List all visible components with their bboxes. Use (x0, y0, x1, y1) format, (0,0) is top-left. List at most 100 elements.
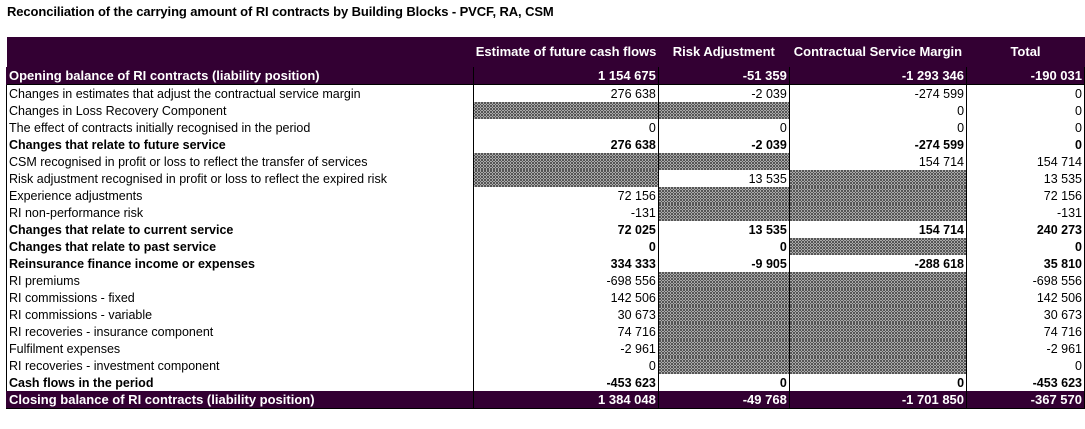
table-row: Risk adjustment recognised in profit or … (5, 170, 1085, 187)
cell-csm: 0 (789, 374, 968, 391)
closing-balance-row: Closing balance of RI contracts (liabili… (5, 391, 1085, 409)
row-label: Changes in Loss Recovery Component (5, 102, 475, 119)
cell-total: -367 570 (966, 391, 1085, 409)
row-label: Opening balance of RI contracts (liabili… (5, 67, 475, 85)
subtotal-row: Changes that relate to past service 0 0 … (5, 238, 1085, 255)
cell-csm-na (789, 238, 968, 255)
table-row: Changes in Loss Recovery Component 0 0 (5, 102, 1085, 119)
table-row: RI commissions - variable 30 673 30 673 (5, 306, 1085, 323)
report-title: Reconciliation of the carrying amount of… (7, 4, 554, 19)
cell-pvcf: 30 673 (473, 306, 659, 323)
row-label: Risk adjustment recognised in profit or … (5, 170, 475, 187)
cell-total: 0 (966, 84, 1085, 102)
row-label: The effect of contracts initially recogn… (5, 119, 475, 136)
cell-csm: -274 599 (789, 84, 968, 102)
row-label: RI recoveries - investment component (5, 357, 475, 374)
row-label: Changes that relate to past service (5, 238, 475, 255)
cell-csm: -274 599 (789, 136, 968, 153)
cell-pvcf: 1 154 675 (473, 67, 659, 85)
cell-ra-na (658, 153, 790, 170)
cell-csm-na (789, 323, 968, 340)
cell-total: -190 031 (966, 67, 1085, 85)
cell-pvcf: 1 384 048 (473, 391, 659, 409)
row-label: Cash flows in the period (5, 374, 475, 391)
table-row: RI recoveries - insurance component 74 7… (5, 323, 1085, 340)
cell-ra-na (658, 340, 790, 357)
cell-total: -698 556 (966, 272, 1085, 289)
cell-pvcf: -131 (473, 204, 659, 221)
cell-csm-na (789, 306, 968, 323)
opening-balance-row: Opening balance of RI contracts (liabili… (5, 67, 1085, 85)
cell-pvcf: 276 638 (473, 84, 659, 102)
table-row: The effect of contracts initially recogn… (5, 119, 1085, 136)
cell-ra-na (658, 306, 790, 323)
cell-pvcf: 334 333 (473, 255, 659, 272)
subtotal-row: Cash flows in the period -453 623 0 0 -4… (5, 374, 1085, 391)
cell-total: 240 273 (966, 221, 1085, 238)
cell-csm: -288 618 (789, 255, 968, 272)
cell-csm-na (789, 204, 968, 221)
cell-pvcf: 0 (473, 119, 659, 136)
cell-ra: -9 905 (658, 255, 790, 272)
cell-csm-na (789, 272, 968, 289)
header-row: Estimate of future cash flows Risk Adjus… (6, 37, 1085, 67)
cell-pvcf-na (473, 102, 659, 119)
cell-ra: -2 039 (658, 136, 790, 153)
header-risk-adjustment: Risk Adjustment (658, 37, 790, 67)
header-contractual-service-margin: Contractual Service Margin (789, 37, 967, 67)
cell-csm: 154 714 (789, 153, 968, 170)
cell-pvcf-na (473, 153, 659, 170)
cell-total: 13 535 (966, 170, 1085, 187)
cell-csm-na (789, 187, 968, 204)
cell-total: 74 716 (966, 323, 1085, 340)
cell-ra: 0 (658, 238, 790, 255)
cell-csm-na (789, 170, 968, 187)
reconciliation-table: Estimate of future cash flows Risk Adjus… (5, 37, 1085, 409)
row-label: Reinsurance finance income or expenses (5, 255, 475, 272)
cell-ra: 13 535 (658, 170, 790, 187)
table-row: CSM recognised in profit or loss to refl… (5, 153, 1085, 170)
cell-total: 0 (966, 119, 1085, 136)
cell-csm: 154 714 (789, 221, 968, 238)
subtotal-row: Changes that relate to future service 27… (5, 136, 1085, 153)
cell-total: 0 (966, 136, 1085, 153)
row-label: Fulfilment expenses (5, 340, 475, 357)
row-label: Closing balance of RI contracts (liabili… (5, 391, 475, 409)
row-label: RI recoveries - insurance component (5, 323, 475, 340)
cell-total: 0 (966, 238, 1085, 255)
cell-csm-na (789, 357, 968, 374)
cell-csm: -1 293 346 (789, 67, 968, 85)
cell-total: 0 (966, 357, 1085, 374)
cell-total: 35 810 (966, 255, 1085, 272)
subtotal-row: Changes that relate to current service 7… (5, 221, 1085, 238)
cell-pvcf: 0 (473, 238, 659, 255)
table-row: Experience adjustments 72 156 72 156 (5, 187, 1085, 204)
cell-total: -131 (966, 204, 1085, 221)
cell-total: 72 156 (966, 187, 1085, 204)
cell-total: -453 623 (966, 374, 1085, 391)
cell-ra: -51 359 (658, 67, 790, 85)
row-label: RI premiums (5, 272, 475, 289)
cell-pvcf: 0 (473, 357, 659, 374)
cell-pvcf: 72 156 (473, 187, 659, 204)
table-row: Changes in estimates that adjust the con… (5, 84, 1085, 102)
cell-ra: 13 535 (658, 221, 790, 238)
cell-ra-na (658, 289, 790, 306)
cell-ra: -2 039 (658, 84, 790, 102)
cell-csm: 0 (789, 102, 968, 119)
cell-ra-na (658, 323, 790, 340)
row-label: Experience adjustments (5, 187, 475, 204)
cell-ra-na (658, 204, 790, 221)
cell-total: 142 506 (966, 289, 1085, 306)
header-total: Total (966, 37, 1085, 67)
row-label: Changes that relate to future service (5, 136, 475, 153)
cell-pvcf: -2 961 (473, 340, 659, 357)
row-label: Changes in estimates that adjust the con… (5, 84, 475, 102)
cell-pvcf: -453 623 (473, 374, 659, 391)
cell-pvcf-na (473, 170, 659, 187)
cell-csm-na (789, 340, 968, 357)
cell-total: 154 714 (966, 153, 1085, 170)
cell-ra: 0 (658, 374, 790, 391)
cell-ra-na (658, 102, 790, 119)
cell-total: -2 961 (966, 340, 1085, 357)
